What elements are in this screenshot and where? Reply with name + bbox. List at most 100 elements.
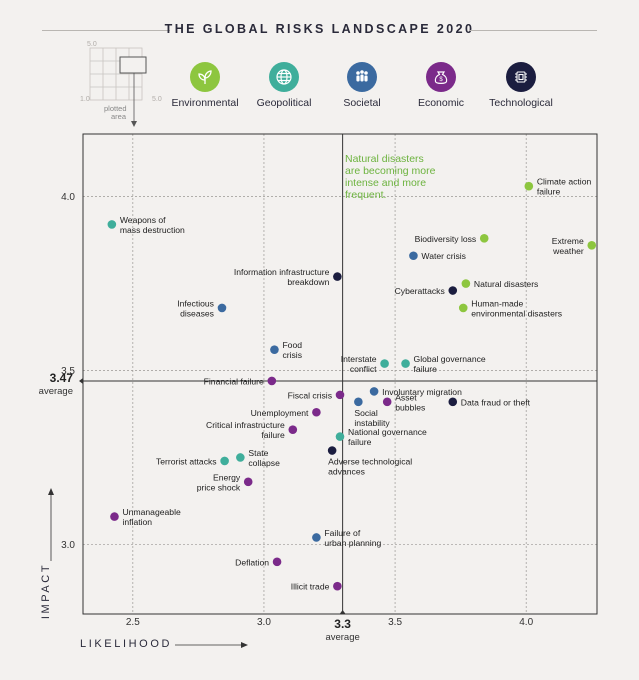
legend-caption-1: plotted <box>104 104 127 113</box>
legend-right-value: 5.0 <box>152 96 162 103</box>
svg-text:$: $ <box>439 77 443 83</box>
legend-caption-2: area <box>111 112 127 121</box>
x-average-marker <box>339 610 346 614</box>
title-rule-left <box>42 30 170 31</box>
risk-label: collapse <box>248 458 280 468</box>
risk-point: Fiscal crisis <box>288 390 345 400</box>
risk-label: Energy <box>213 472 241 482</box>
risk-label: failure <box>348 437 372 447</box>
risk-point: Unemployment <box>251 408 321 418</box>
category-technological: Technological <box>476 62 566 109</box>
category-label-economic: Economic <box>417 97 465 109</box>
risk-marker <box>272 557 282 567</box>
risk-marker <box>288 425 298 434</box>
risk-label: Global governance <box>414 354 486 364</box>
category-circle-environmental <box>190 62 220 92</box>
risk-label: Human-made <box>471 298 523 308</box>
risk-label: mass destruction <box>120 225 185 235</box>
x-average-word: average <box>325 632 359 643</box>
risk-marker <box>382 397 392 407</box>
risk-marker <box>327 446 337 455</box>
risk-label: conflict <box>350 364 377 374</box>
risk-label: price shock <box>197 482 241 492</box>
category-circle-societal <box>347 62 377 92</box>
risk-marker <box>458 303 468 313</box>
y-axis-arrow <box>48 488 54 561</box>
risk-label: failure <box>261 430 285 440</box>
annotation-line: frequent. <box>345 189 386 201</box>
category-societal: Societal <box>317 62 407 109</box>
risk-label: Adverse technological <box>328 457 412 467</box>
risk-point: Involuntary migration <box>369 387 462 397</box>
risk-label: failure <box>537 187 561 197</box>
risk-label: Involuntary migration <box>382 387 462 397</box>
risk-marker <box>312 407 321 417</box>
risk-label: inflation <box>122 517 152 527</box>
risk-point: Terrorist attacks <box>156 456 229 466</box>
risk-marker <box>217 303 227 313</box>
x-tick-label: 3.0 <box>257 617 271 628</box>
risk-marker <box>354 397 363 407</box>
category-circle-economic: $ <box>426 62 456 92</box>
risk-marker <box>409 251 418 261</box>
risk-label: Illicit trade <box>291 582 330 592</box>
page-title: THE GLOBAL RISKS LANDSCAPE 2020 <box>164 22 475 36</box>
grid <box>83 134 597 614</box>
risk-point: Biodiversity loss <box>415 234 489 244</box>
risk-marker <box>243 477 253 487</box>
risk-label: Failure of <box>324 528 360 538</box>
risk-marker <box>587 241 597 250</box>
risk-marker <box>369 387 379 396</box>
risk-marker <box>335 390 345 400</box>
money-bag-icon: $ <box>434 71 448 84</box>
risk-label: Interstate <box>341 354 377 364</box>
risk-label: environmental disasters <box>471 308 562 318</box>
risk-label: Fiscal crisis <box>288 390 332 400</box>
risk-marker <box>312 533 321 542</box>
risk-label: Extreme <box>552 236 584 246</box>
risk-point: Natural disasters <box>461 279 538 289</box>
x-average-value: 3.3 <box>334 617 351 631</box>
annotation-line: intense and more <box>345 177 426 189</box>
chip-icon <box>515 71 527 83</box>
risk-marker <box>333 581 342 591</box>
risk-label: breakdown <box>287 277 329 287</box>
category-economic: $ Economic <box>396 62 486 109</box>
x-tick-label: 4.0 <box>519 617 533 628</box>
people-icon <box>356 70 368 82</box>
y-average-marker <box>79 377 83 384</box>
category-circle-geopolitical <box>269 62 299 92</box>
y-tick-label: 4.0 <box>61 192 75 203</box>
y-tick-label: 3.0 <box>61 540 75 551</box>
risk-label: Information infrastructure <box>234 267 330 277</box>
risk-label: Water crisis <box>421 251 466 261</box>
risk-point: Deflation <box>235 557 282 567</box>
legend-top-value: 5.0 <box>87 41 97 48</box>
risk-point: Illicit trade <box>291 582 342 592</box>
category-label-environmental: Environmental <box>171 97 239 109</box>
risk-label: weather <box>552 246 584 256</box>
risk-label: Asset <box>395 392 417 402</box>
risk-label: bubbles <box>395 402 425 412</box>
risk-label: Critical infrastructure <box>206 420 285 430</box>
y-tick-label: 3.5 <box>61 366 75 377</box>
risk-label: Food <box>282 340 302 350</box>
risk-label: diseases <box>180 308 214 318</box>
risk-point: Water crisis <box>409 251 466 261</box>
risk-marker <box>461 279 471 288</box>
risk-label: Financial failure <box>204 376 264 386</box>
